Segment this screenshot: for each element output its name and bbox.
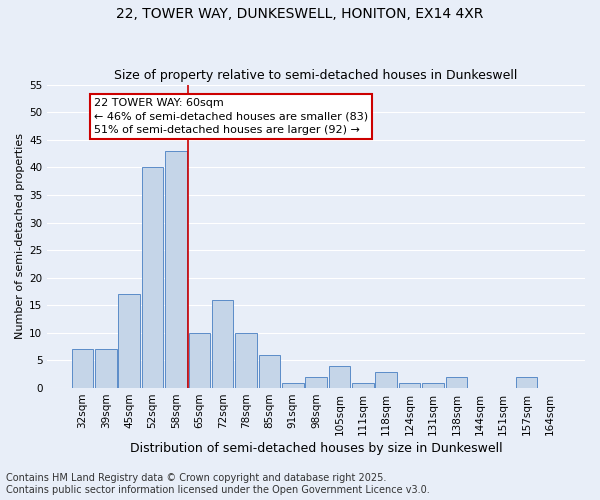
- Bar: [376, 372, 397, 388]
- Bar: [235, 333, 257, 388]
- Text: 22, TOWER WAY, DUNKESWELL, HONITON, EX14 4XR: 22, TOWER WAY, DUNKESWELL, HONITON, EX14…: [116, 8, 484, 22]
- Bar: [399, 382, 421, 388]
- Bar: [259, 355, 280, 388]
- Bar: [352, 382, 374, 388]
- Bar: [188, 333, 210, 388]
- Bar: [329, 366, 350, 388]
- X-axis label: Distribution of semi-detached houses by size in Dunkeswell: Distribution of semi-detached houses by …: [130, 442, 502, 455]
- Text: Contains HM Land Registry data © Crown copyright and database right 2025.
Contai: Contains HM Land Registry data © Crown c…: [6, 474, 430, 495]
- Bar: [515, 377, 537, 388]
- Bar: [282, 382, 304, 388]
- Bar: [422, 382, 444, 388]
- Bar: [95, 350, 116, 388]
- Bar: [72, 350, 93, 388]
- Bar: [446, 377, 467, 388]
- Bar: [165, 151, 187, 388]
- Text: 22 TOWER WAY: 60sqm
← 46% of semi-detached houses are smaller (83)
51% of semi-d: 22 TOWER WAY: 60sqm ← 46% of semi-detach…: [94, 98, 368, 135]
- Y-axis label: Number of semi-detached properties: Number of semi-detached properties: [15, 134, 25, 340]
- Bar: [142, 168, 163, 388]
- Bar: [305, 377, 327, 388]
- Bar: [212, 300, 233, 388]
- Bar: [118, 294, 140, 388]
- Title: Size of property relative to semi-detached houses in Dunkeswell: Size of property relative to semi-detach…: [115, 69, 518, 82]
